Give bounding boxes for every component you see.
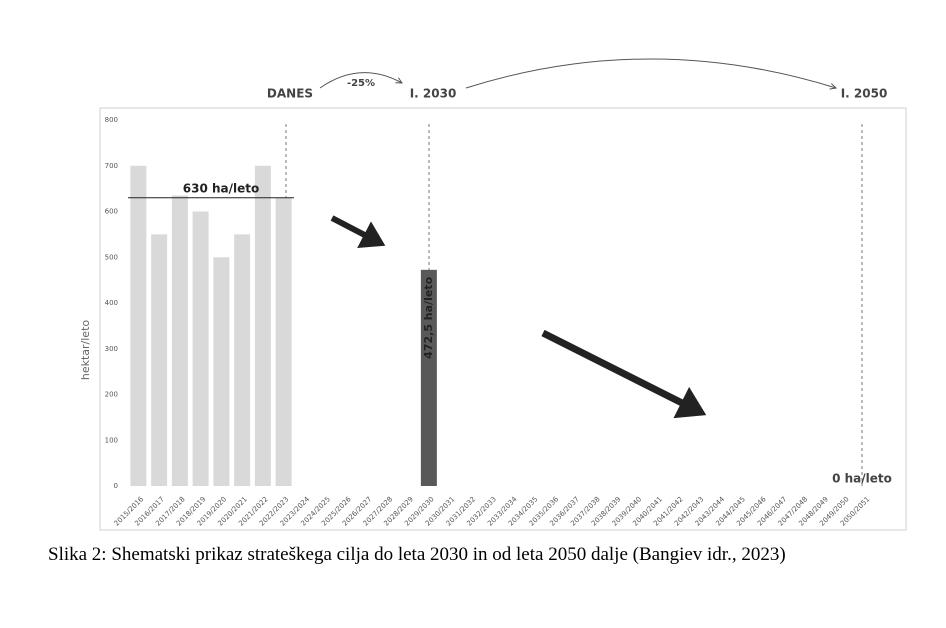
y-tick-label: 700 — [105, 162, 118, 170]
bar — [420, 269, 437, 486]
bar — [130, 165, 147, 486]
bar — [171, 195, 188, 487]
y-tick-label: 500 — [105, 253, 118, 261]
y-tick-label: 600 — [105, 208, 118, 216]
arrow — [319, 72, 402, 89]
y-tick-label: 100 — [105, 436, 118, 444]
arrow — [465, 58, 836, 88]
trend-arrow — [541, 329, 707, 419]
y-tick-label: 0 — [114, 482, 118, 490]
annotation: -25% — [347, 78, 375, 89]
bar — [234, 234, 251, 486]
bar — [192, 211, 209, 486]
annotation: DANES — [267, 87, 313, 101]
y-axis-label: hektar/leto — [79, 320, 92, 381]
bar — [151, 234, 168, 486]
y-tick-label: 400 — [105, 299, 118, 307]
annotation: I. 2030 — [410, 87, 457, 101]
reference-label: 630 ha/leto — [183, 181, 259, 195]
annotation: I. 2050 — [841, 87, 888, 101]
chart-frame — [99, 107, 907, 531]
annotation: 0 ha/leto — [832, 472, 892, 486]
y-tick-label: 200 — [105, 391, 118, 399]
y-tick-label: 300 — [105, 345, 118, 353]
y-tick-label: 800 — [105, 116, 118, 124]
bar — [254, 165, 271, 486]
caption: Slika 2: Shematski prikaz strateškega ci… — [48, 544, 786, 565]
data-label: 472,5 ha/leto — [422, 276, 435, 358]
trend-arrow — [330, 215, 386, 248]
bar — [275, 197, 292, 486]
bar — [213, 257, 230, 486]
